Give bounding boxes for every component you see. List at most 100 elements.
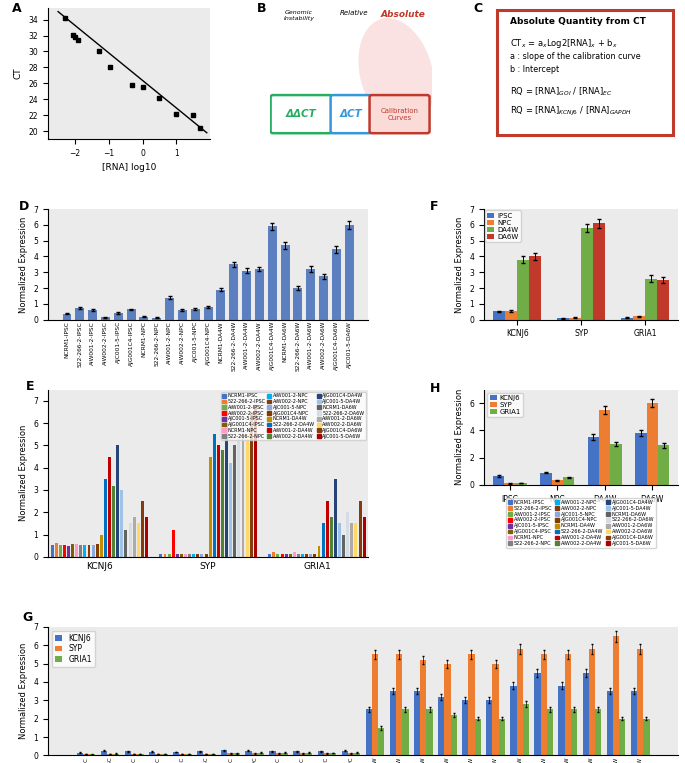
Text: E: E	[25, 379, 34, 392]
Text: Calibration
Curves: Calibration Curves	[381, 108, 419, 121]
Bar	[127, 309, 136, 320]
Bar	[229, 463, 232, 557]
Bar	[346, 512, 349, 557]
Bar	[246, 434, 249, 557]
Bar	[88, 545, 90, 557]
Bar	[250, 412, 253, 557]
Bar	[647, 403, 658, 485]
Bar	[547, 710, 553, 755]
Bar	[112, 485, 115, 557]
Bar	[366, 710, 372, 755]
Bar	[192, 554, 195, 557]
Bar	[301, 554, 304, 557]
Bar	[172, 530, 175, 557]
Bar	[145, 517, 148, 557]
Bar	[318, 752, 324, 755]
Bar	[293, 552, 296, 557]
Bar	[55, 543, 58, 557]
Bar	[104, 479, 107, 557]
Bar	[306, 752, 312, 755]
Bar	[582, 673, 589, 755]
Bar	[637, 649, 643, 755]
Bar	[635, 433, 647, 485]
Bar	[67, 546, 70, 557]
Bar	[289, 554, 292, 557]
Bar	[125, 752, 131, 755]
Bar	[173, 752, 179, 755]
Bar	[358, 501, 362, 557]
Text: B: B	[257, 2, 266, 15]
Text: Genomic
Instability: Genomic Instability	[284, 10, 314, 21]
Bar	[188, 554, 191, 557]
Bar	[281, 554, 284, 557]
Bar	[137, 754, 144, 755]
Bar	[217, 446, 220, 557]
Bar	[571, 710, 577, 755]
Bar	[184, 554, 187, 557]
FancyBboxPatch shape	[331, 95, 371, 134]
Text: Absolute Quantity from CT: Absolute Quantity from CT	[510, 17, 646, 26]
Bar	[322, 523, 325, 557]
Bar	[209, 456, 212, 557]
Bar	[493, 664, 499, 755]
Ellipse shape	[358, 18, 434, 129]
Bar	[378, 728, 384, 755]
FancyBboxPatch shape	[369, 95, 429, 134]
Bar	[281, 246, 290, 320]
Bar	[619, 719, 625, 755]
X-axis label: [RNA] log10: [RNA] log10	[102, 163, 156, 172]
Bar	[396, 655, 402, 755]
Bar	[210, 754, 216, 755]
Bar	[530, 256, 541, 320]
Bar	[332, 250, 341, 320]
Bar	[238, 412, 240, 557]
Bar	[593, 224, 606, 320]
Bar	[227, 753, 234, 755]
Bar	[330, 753, 336, 755]
Bar	[523, 704, 529, 755]
Bar	[133, 517, 136, 557]
Bar	[354, 752, 360, 755]
Text: Relative: Relative	[340, 10, 369, 16]
Bar	[451, 715, 457, 755]
Bar	[258, 752, 264, 755]
Bar	[643, 719, 649, 755]
Bar	[540, 655, 547, 755]
Bar	[225, 401, 228, 557]
Bar	[475, 719, 481, 755]
Bar	[160, 554, 162, 557]
Bar	[221, 750, 227, 755]
Bar	[306, 554, 308, 557]
Bar	[658, 446, 669, 485]
Bar	[445, 664, 451, 755]
Bar	[234, 446, 236, 557]
Bar	[613, 636, 619, 755]
Bar	[297, 554, 300, 557]
Bar	[277, 554, 279, 557]
Bar	[114, 313, 123, 320]
Bar	[293, 288, 302, 320]
Legend: IPSC, NPC, DA4W, DA6W: IPSC, NPC, DA4W, DA6W	[486, 211, 521, 242]
Bar	[517, 259, 530, 320]
Bar	[285, 554, 288, 557]
Text: RQ = [RNA]$_{GOI}$ / [RNA]$_{EC}$: RQ = [RNA]$_{GOI}$ / [RNA]$_{EC}$	[510, 85, 612, 98]
Bar	[92, 545, 95, 557]
Bar	[205, 554, 208, 557]
Bar	[129, 523, 132, 557]
Bar	[499, 719, 505, 755]
Bar	[348, 753, 354, 755]
Bar	[137, 523, 140, 557]
Bar	[101, 317, 110, 320]
Bar	[84, 545, 86, 557]
Bar	[516, 483, 527, 485]
Legend: NCRM1-IPSC, 522-266-2-IPSC, AiW001-2-IPSC, AiW002-2-IPSC, AJC001-5-IPSC, AJG001C: NCRM1-IPSC, 522-266-2-IPSC, AiW001-2-IPS…	[221, 392, 366, 440]
Text: G: G	[23, 611, 33, 624]
Bar	[342, 535, 345, 557]
Bar	[282, 752, 288, 755]
Bar	[469, 655, 475, 755]
Y-axis label: Normalized Expression: Normalized Expression	[455, 216, 464, 313]
Legend: NCRM1-IPSC, 522-266-2-IPSC, AiW001-2-IPSC, AiW002-2-IPSC, AJC001-5-IPSC, AJG001C: NCRM1-IPSC, 522-266-2-IPSC, AiW001-2-IPS…	[506, 498, 656, 548]
Bar	[229, 264, 238, 320]
Text: Absolute: Absolute	[380, 10, 425, 19]
Bar	[83, 754, 89, 755]
